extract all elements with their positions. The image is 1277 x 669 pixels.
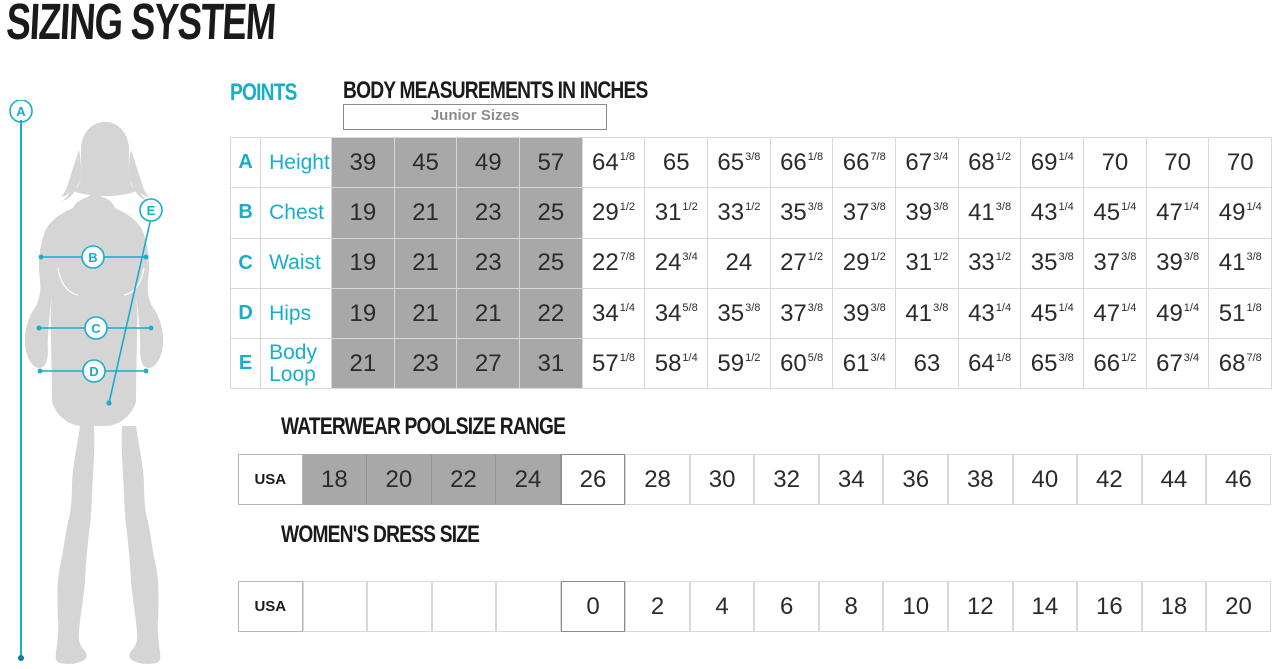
svg-text:D: D [89,364,98,379]
svg-text:C: C [91,321,101,336]
svg-text:A: A [16,104,26,119]
svg-text:B: B [88,250,97,265]
svg-text:E: E [147,203,156,218]
